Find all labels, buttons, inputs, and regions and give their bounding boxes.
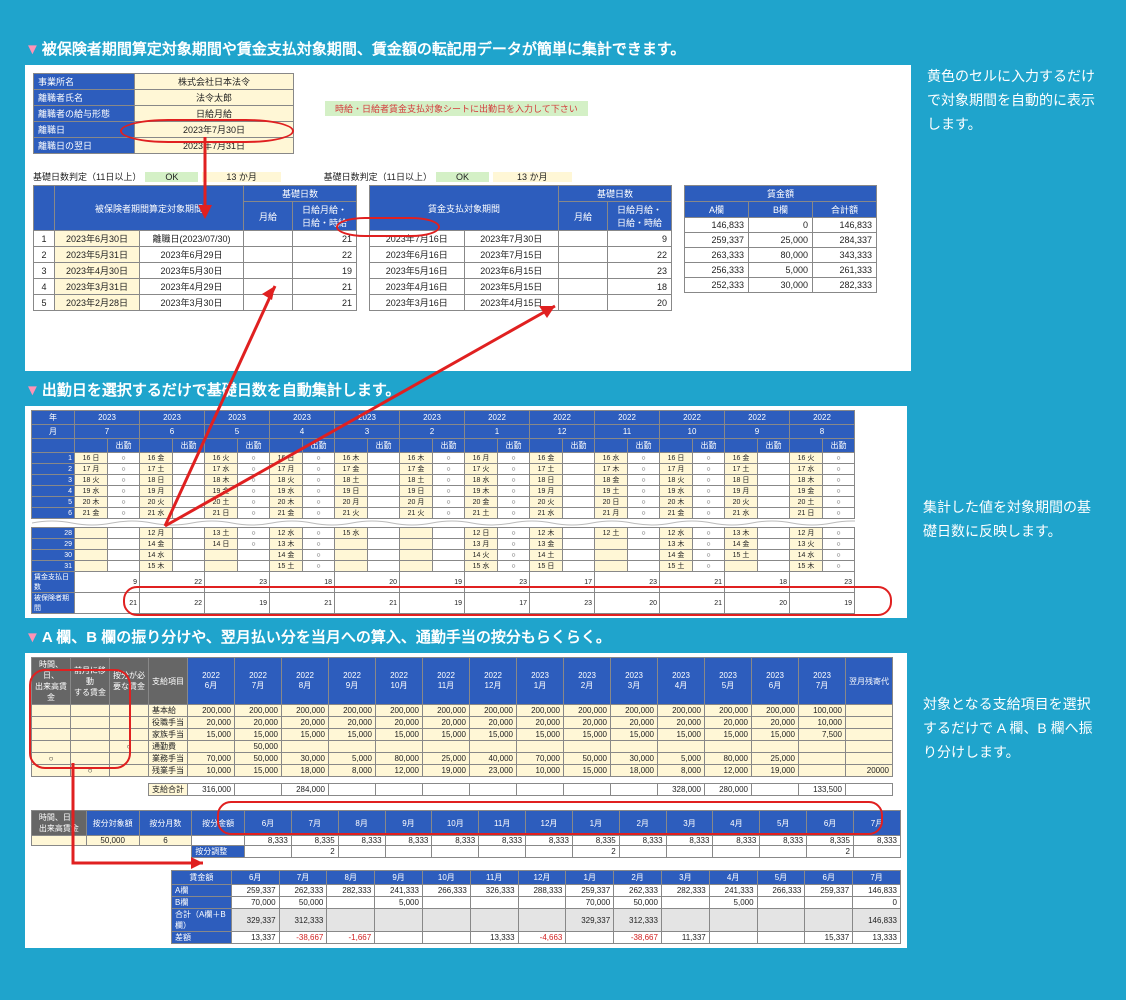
wage-amount-table: 賃金額 A欄B欄合計額 146,8330146,833259,33725,000…: [684, 185, 877, 293]
input-notice: 時給・日給者賃金支払対象シートに出勤日を入力して下さい: [325, 101, 588, 116]
section3-note: 対象となる支給項目を選択するだけで A 欄、B 欄へ振り分けします。: [923, 693, 1093, 764]
section3-panel: 時間、日、 出来高賃金前月に移動 する賃金按分が必 要な賃金支給項目2022 6…: [25, 653, 907, 948]
tri-icon: ▼: [25, 382, 40, 399]
wage-period-table: 賃金支払対象期間 基礎日数 月給日給月給・ 日給・時給 2023年7月16日20…: [369, 185, 672, 311]
section2-panel: 年202320232023202320232023202220222022202…: [25, 406, 907, 618]
payment-items-table: 時間、日、 出来高賃金前月に移動 する賃金按分が必 要な賃金支給項目2022 6…: [31, 657, 893, 796]
insured-period-table: 被保険者期間算定対象期間 基礎日数 月給日給月給・ 日給・時給 12023年6月…: [33, 185, 357, 311]
section1-heading: ▼被保険者期間算定対象期間や賃金支払対象期間、賃金額の転記用データが簡単に集計で…: [25, 38, 1101, 59]
summary-table: 賃金額6月7月8月9月10月11月12月1月2月3月4月5月6月7月A欄259,…: [171, 870, 901, 944]
info-table: 事業所名株式会社日本法令 離職者氏名法令太郎 離職者の給与形態日給月給 離職日2…: [33, 73, 294, 154]
section1-panel: 事業所名株式会社日本法令 離職者氏名法令太郎 離職者の給与形態日給月給 離職日2…: [25, 65, 911, 371]
section2-heading: ▼出勤日を選択するだけで基礎日数を自動集計します。: [25, 379, 1101, 400]
calendar-table: 年202320232023202320232023202220222022202…: [31, 410, 855, 614]
section3-heading: ▼A 欄、B 欄の振り分けや、翌月払い分を当月への算入、通勤手当の按分もらくらく…: [25, 626, 1101, 647]
section2-note: 集計した値を対象期間の基礎日数に反映します。: [923, 496, 1093, 544]
section1-note: 黄色のセルに入力するだけで対象期間を自動的に表示します。: [927, 65, 1097, 136]
proration-table: 時間、日、 出来高賃金按分対象額按分月数按分金額6月7月8月9月10月11月12…: [31, 810, 901, 858]
tri-icon: ▼: [25, 629, 40, 646]
tri-icon: ▼: [25, 41, 40, 58]
